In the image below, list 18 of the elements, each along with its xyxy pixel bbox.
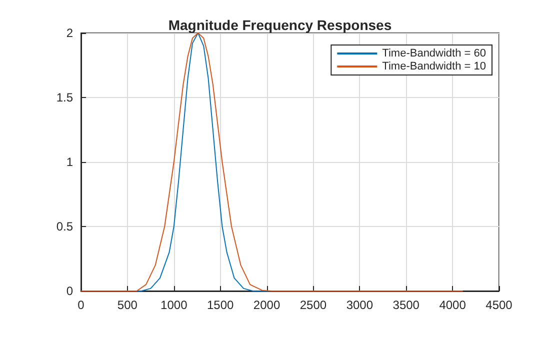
y-tick-label: 0.5	[56, 220, 74, 234]
x-tick-label: 2500	[300, 298, 327, 312]
x-tick-label: 500	[117, 298, 138, 312]
x-tick-label: 3000	[346, 298, 374, 312]
y-tick-label: 1	[66, 155, 74, 169]
y-tick-label: 2	[66, 26, 74, 40]
legend-label: Time-Bandwidth = 60	[382, 48, 486, 60]
x-tick-label: 1000	[160, 298, 188, 312]
x-tick-label: 0	[78, 298, 85, 312]
x-tick-label: 3500	[392, 298, 420, 312]
x-tick-label: 2000	[253, 298, 280, 312]
x-tick-label: 4000	[439, 298, 466, 312]
x-tick-label: 4500	[486, 298, 513, 312]
y-tick-label: 1.5	[56, 90, 74, 104]
y-tick-label: 0	[66, 284, 74, 298]
x-tick-label: 1500	[206, 298, 234, 312]
chart-title: Magnitude Frequency Responses	[168, 17, 392, 33]
legend-label: Time-Bandwidth = 10	[382, 60, 486, 72]
